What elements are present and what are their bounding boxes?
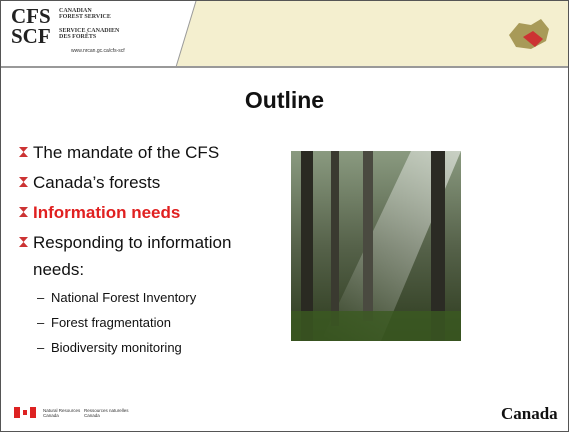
sub-dash: –	[37, 290, 44, 305]
dept-line: Canada	[84, 413, 129, 418]
bullet-marker	[19, 207, 28, 220]
canada-wordmark: Canada	[501, 404, 558, 424]
bullet-text: Information needs	[33, 203, 180, 223]
url: www.nrcan.gc.ca/cfs-scf	[71, 48, 125, 54]
name-line: DES FORÊTS	[59, 34, 119, 40]
sub-item: National Forest Inventory	[51, 290, 196, 305]
bullet-marker	[19, 237, 28, 250]
flag	[14, 407, 36, 418]
name-line: FOREST SERVICE	[59, 14, 111, 20]
sub-item: Biodiversity monitoring	[51, 340, 182, 355]
bullet-marker	[19, 147, 28, 160]
bullet-text: The mandate of the CFS	[33, 143, 219, 163]
bullet-text: Responding to information	[33, 233, 231, 253]
logo-fr: SCF	[11, 24, 51, 49]
sub-dash: –	[37, 315, 44, 330]
slide: CFS CANADIANFOREST SERVICE SCF SERVICE C…	[0, 0, 569, 432]
sub-item: Forest fragmentation	[51, 315, 171, 330]
bullet-continuation: needs:	[33, 260, 84, 280]
bullet-text: Canada’s forests	[33, 173, 160, 193]
sub-dash: –	[37, 340, 44, 355]
dept-line: Canada	[43, 413, 80, 418]
bullet-marker	[19, 177, 28, 190]
slide-title: Outline	[1, 87, 568, 114]
forest-photo	[291, 151, 461, 341]
